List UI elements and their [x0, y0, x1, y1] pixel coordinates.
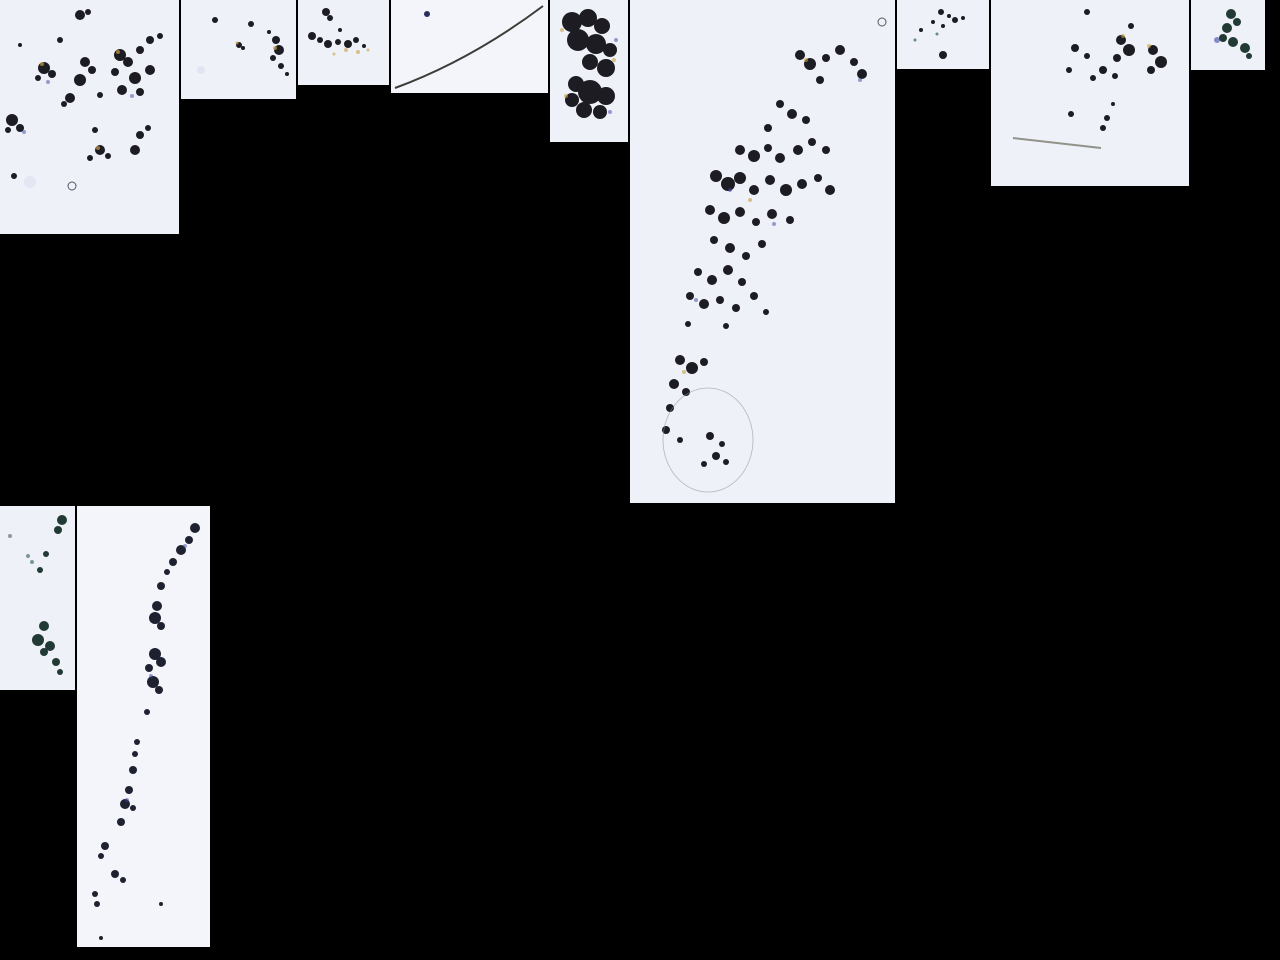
particle-cluster-graphic: [550, 0, 628, 142]
particle-cluster-graphic: [0, 0, 179, 234]
particle-cluster-graphic: [0, 506, 75, 690]
microscopy-tile-5: [550, 0, 628, 142]
microscopy-tile-4: [391, 0, 548, 93]
microscopy-tile-2: [181, 0, 296, 99]
microscopy-tile-9: [1191, 0, 1265, 70]
microscopy-tile-6: [630, 0, 895, 503]
microscopy-tile-10: [0, 506, 75, 690]
particle-cluster-graphic: [991, 0, 1189, 186]
microscopy-tile-1: [0, 0, 179, 234]
particle-cluster-graphic: [897, 0, 989, 69]
fiber-graphic: [391, 0, 548, 93]
particle-cluster-graphic: [181, 0, 296, 99]
microscopy-tile-8: [991, 0, 1189, 186]
particle-cluster-graphic: [1191, 0, 1265, 70]
particle-cluster-graphic: [298, 0, 389, 85]
microscopy-tile-3: [298, 0, 389, 85]
particle-cluster-graphic: [630, 0, 895, 503]
particle-cluster-graphic: [77, 506, 210, 947]
microscopy-tile-7: [897, 0, 989, 69]
microscopy-tile-11: [77, 506, 210, 947]
